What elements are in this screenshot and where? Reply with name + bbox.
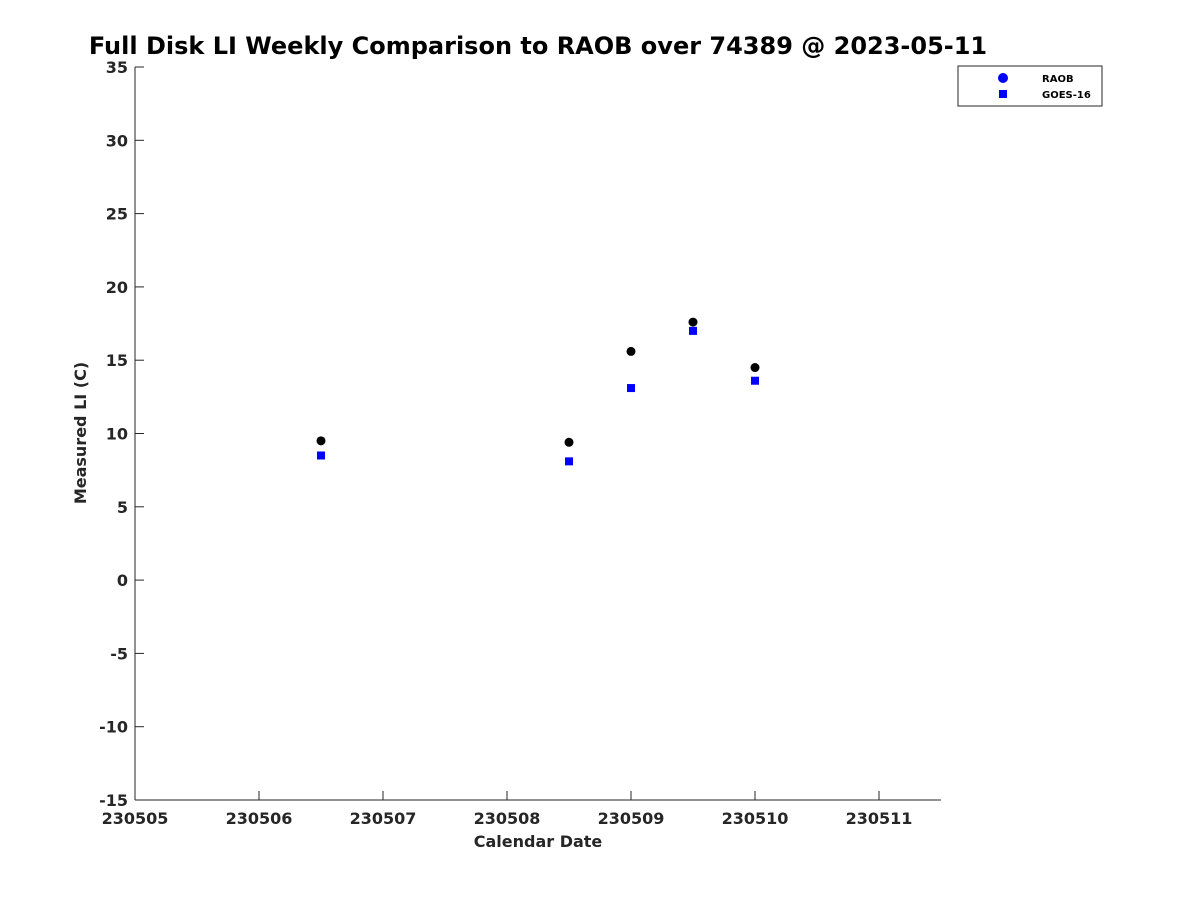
x-tick-label: 230508	[474, 809, 541, 828]
goes-16-point	[627, 384, 635, 393]
legend-label-1: RAOB	[1042, 74, 1074, 85]
data-points	[316, 317, 760, 466]
y-tick-label: 0	[117, 571, 128, 590]
legend-marker-1	[998, 73, 1008, 83]
y-tick-label: 30	[106, 131, 128, 150]
x-tick-label: 230511	[846, 809, 913, 828]
y-tick-label: 10	[106, 425, 128, 444]
x-axis-label: Calendar Date	[474, 832, 603, 851]
raob-point	[564, 437, 574, 447]
y-tick-label: 15	[106, 351, 128, 370]
x-tick-label: 230510	[722, 809, 789, 828]
raob-point	[316, 436, 326, 446]
raob-point	[750, 363, 760, 373]
x-tick-label: 230509	[598, 809, 665, 828]
y-axis-ticks: -15 -10 -5 0 5 10 15 20 25 30 35	[99, 58, 144, 810]
y-tick-label: 5	[117, 498, 128, 517]
y-axis-label: Measured LI (C)	[71, 362, 90, 504]
y-tick-label: -5	[110, 644, 128, 663]
legend: RAOB GOES-16	[957, 65, 1103, 107]
x-tick-label: 230507	[350, 809, 417, 828]
x-tick-label: 230506	[226, 809, 293, 828]
chart-title: Full Disk LI Weekly Comparison to RAOB o…	[89, 32, 987, 60]
axes	[134, 67, 941, 801]
legend-marker-2	[999, 90, 1007, 98]
goes-16-point	[317, 451, 325, 460]
y-tick-label: 20	[106, 278, 128, 297]
raob-point	[688, 317, 698, 327]
legend-label-2: GOES-16	[1042, 90, 1091, 101]
goes-16-point	[565, 457, 573, 466]
y-tick-label: 35	[106, 58, 128, 77]
y-tick-label: -10	[99, 718, 128, 737]
x-tick-label: 230505	[102, 809, 169, 828]
x-axis-ticks: 230505 230506 230507 230508 230509 230510 2305…	[102, 791, 913, 828]
legend-box	[957, 65, 1103, 107]
goes-16-point	[689, 326, 697, 335]
y-tick-label: 25	[106, 205, 128, 224]
goes-16-point	[751, 376, 759, 385]
y-tick-label: -15	[99, 791, 128, 810]
raob-point	[626, 346, 636, 356]
